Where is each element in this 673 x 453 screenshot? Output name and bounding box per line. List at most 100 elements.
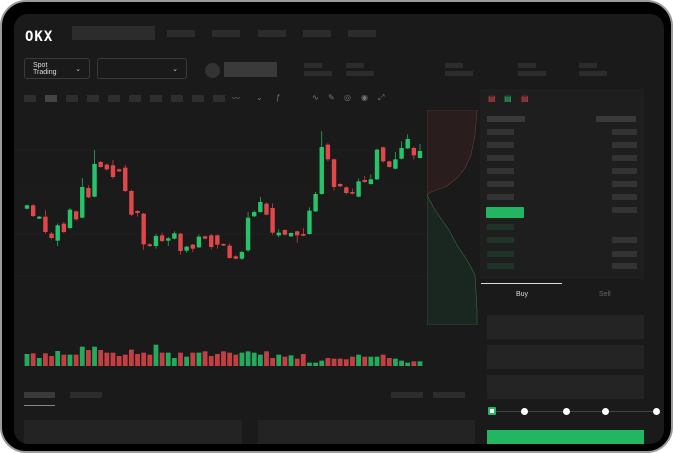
volume-bar: [73, 354, 79, 366]
price-input[interactable]: [487, 315, 644, 339]
nav-item[interactable]: [258, 30, 286, 37]
bid-price[interactable]: [487, 251, 514, 257]
volume-bar: [343, 359, 349, 366]
candle: [43, 216, 48, 232]
fullscreen-icon[interactable]: ⤢: [378, 93, 385, 102]
slider-handle[interactable]: [488, 407, 496, 415]
interval-button[interactable]: [108, 95, 120, 102]
tab-buy[interactable]: Buy: [516, 291, 529, 298]
volume-bar: [331, 358, 337, 366]
fx-icon[interactable]: ƒ: [276, 93, 281, 102]
ask-amount: [612, 181, 637, 187]
candle: [209, 235, 214, 247]
interval-button[interactable]: [150, 95, 162, 102]
bid-price[interactable]: [487, 263, 514, 269]
interval-button[interactable]: [129, 95, 141, 102]
candle: [288, 233, 294, 237]
volume-bar: [61, 354, 67, 366]
orderbook-asks-icon[interactable]: ▤: [521, 94, 529, 103]
indicator-icon[interactable]: 〰: [232, 94, 240, 103]
candle: [399, 148, 404, 159]
interval-button[interactable]: [213, 95, 225, 102]
volume-bar: [86, 350, 91, 366]
chart-type-icon[interactable]: ⌄: [256, 93, 263, 102]
volume-bar: [294, 358, 300, 366]
interval-button[interactable]: [192, 95, 204, 102]
slider-mark[interactable]: [521, 408, 528, 415]
search-bar[interactable]: [72, 26, 155, 40]
tab-sell[interactable]: Sell: [599, 291, 611, 298]
nav-item[interactable]: [212, 30, 240, 37]
slider-mark[interactable]: [653, 408, 660, 415]
interval-button[interactable]: [24, 95, 36, 102]
orderbook-header: [487, 116, 525, 122]
ask-price[interactable]: [487, 194, 514, 200]
ask-price[interactable]: [487, 142, 514, 148]
volume-bar: [325, 358, 331, 366]
volume-bar: [49, 356, 54, 366]
interval-button[interactable]: [45, 95, 57, 102]
interval-button[interactable]: [87, 95, 99, 102]
volume-bar: [374, 356, 380, 366]
ask-price[interactable]: [487, 129, 514, 135]
orders-panel: [24, 420, 242, 444]
tab-open-orders[interactable]: [24, 392, 55, 398]
volume-bar: [184, 356, 190, 366]
volume-bar: [202, 351, 208, 366]
pen-icon[interactable]: ✎: [328, 93, 335, 102]
volume-bar: [276, 354, 282, 366]
orderbook-both-icon[interactable]: ▤: [488, 94, 496, 103]
interval-button[interactable]: [66, 95, 78, 102]
volume-bar: [313, 362, 319, 366]
candle: [30, 205, 36, 216]
bottom-action[interactable]: [391, 392, 423, 398]
volume-bar: [282, 356, 288, 366]
orderbook-bids-icon[interactable]: ▤: [504, 94, 512, 103]
volume-bar: [350, 356, 355, 366]
pair-dropdown[interactable]: ⌄: [97, 58, 187, 79]
total-input[interactable]: [487, 375, 644, 399]
tab-order-history[interactable]: [70, 392, 102, 398]
candle: [233, 256, 238, 259]
bid-price[interactable]: [487, 237, 514, 243]
stat-value: [304, 71, 332, 76]
candlestick-chart[interactable]: [14, 14, 664, 444]
bid-price[interactable]: [487, 224, 514, 230]
interval-button[interactable]: [171, 95, 183, 102]
buy-button[interactable]: [487, 430, 644, 444]
amount-input[interactable]: [487, 345, 644, 369]
candle: [356, 181, 361, 197]
nav-item[interactable]: [348, 30, 376, 37]
bottom-action[interactable]: [433, 392, 465, 398]
nav-item[interactable]: [303, 30, 331, 37]
ask-price[interactable]: [487, 168, 514, 174]
ask-amount: [612, 129, 637, 135]
candle: [98, 162, 103, 167]
candle: [49, 233, 54, 238]
candle: [411, 148, 417, 156]
volume-bar: [227, 352, 233, 366]
candle: [141, 213, 146, 245]
candle: [215, 235, 220, 245]
market-type-dropdown[interactable]: Spot Trading ⌄: [24, 58, 90, 79]
candle: [380, 147, 386, 162]
volume-bar: [98, 350, 104, 366]
stat-value: [346, 71, 374, 76]
settings-icon[interactable]: ◉: [361, 93, 368, 102]
slider-track[interactable]: [492, 411, 657, 412]
slider-mark[interactable]: [602, 408, 609, 415]
assets-panel: [258, 420, 475, 444]
bid-amount: [612, 251, 637, 257]
line-tool-icon[interactable]: ∿: [312, 93, 319, 102]
volume-bar: [116, 356, 122, 366]
volume-bar: [79, 346, 85, 366]
ask-price[interactable]: [487, 181, 514, 187]
slider-mark[interactable]: [563, 408, 570, 415]
ask-price[interactable]: [487, 155, 514, 161]
candle: [270, 208, 275, 233]
nav-item[interactable]: [167, 30, 195, 37]
camera-icon[interactable]: ◎: [344, 93, 351, 102]
candle: [110, 165, 116, 177]
volume-bar: [55, 351, 61, 366]
